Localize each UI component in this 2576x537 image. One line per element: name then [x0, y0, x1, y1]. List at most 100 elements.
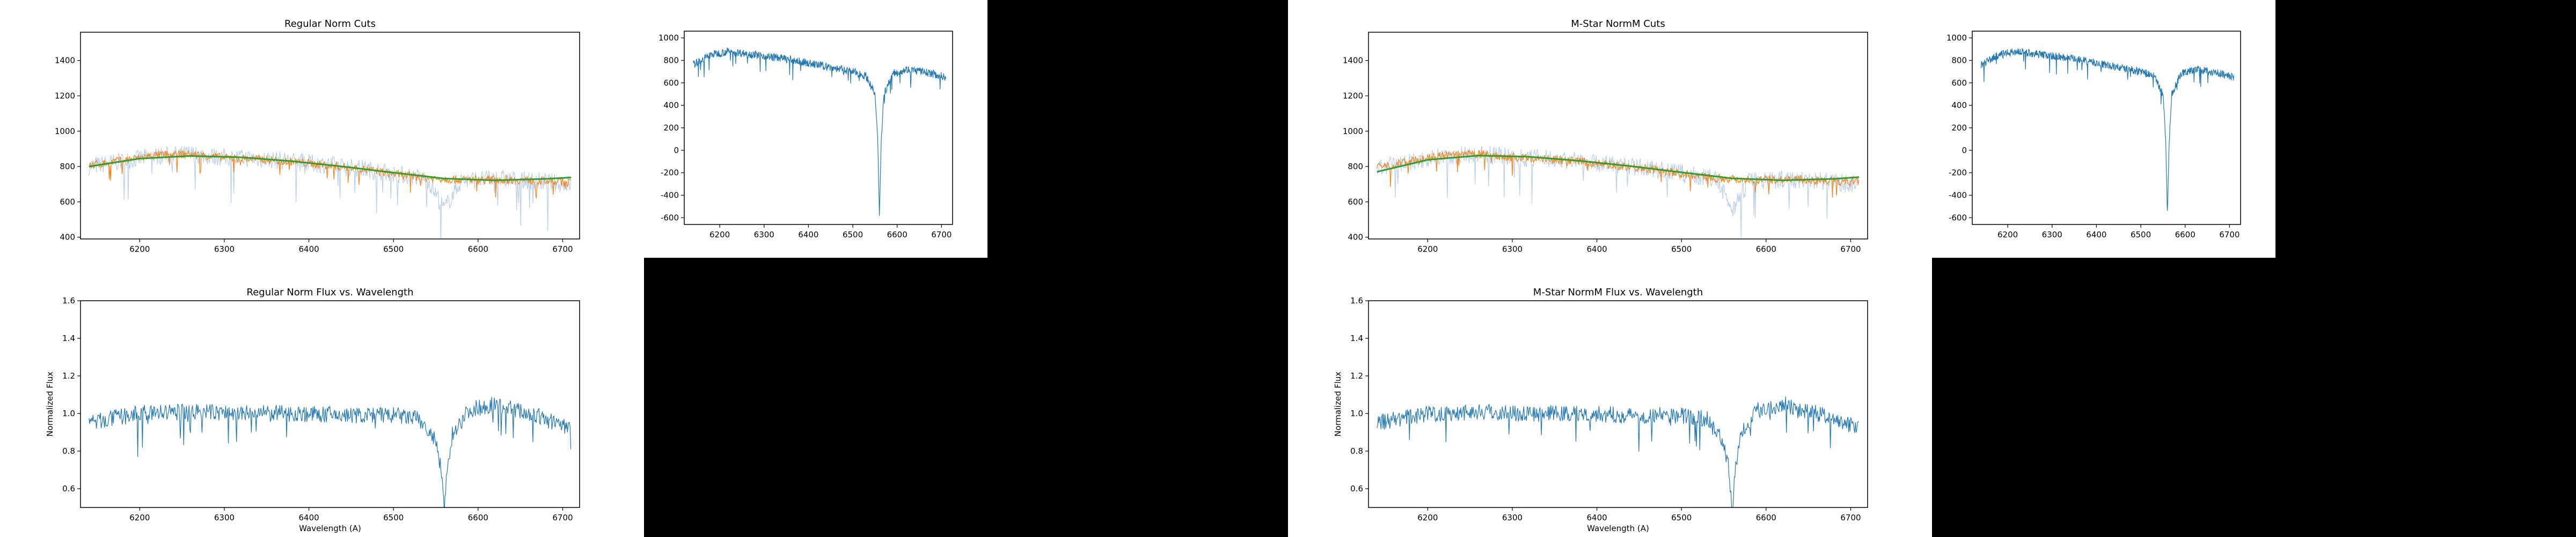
- y-tick-label: 1400: [1343, 56, 1363, 66]
- x-tick-label: 6300: [1502, 244, 1523, 254]
- y-tick-label: 400: [1951, 100, 1967, 110]
- x-tick-label: 6700: [1840, 513, 1861, 523]
- series-fit-line: [89, 155, 572, 182]
- right-figure-top: [1288, 0, 2275, 258]
- plot-area: [1980, 48, 2234, 211]
- x-tick-label: 6300: [1502, 513, 1523, 523]
- plot-area: [692, 47, 946, 216]
- y-tick-label: 1.6: [1350, 296, 1363, 306]
- y-tick-label: 200: [1951, 123, 1967, 133]
- series-spectrum-line: [89, 397, 572, 507]
- series-cut-line: [1377, 149, 1860, 198]
- y-tick-label: -200: [1949, 168, 1967, 178]
- x-tick-label: 6500: [843, 230, 863, 240]
- x-tick-label: 6600: [887, 230, 908, 240]
- x-tick-label: 6200: [1417, 244, 1438, 254]
- y-tick-label: -400: [1949, 191, 1967, 200]
- chart-title: M-Star NormM Cuts: [1571, 18, 1665, 30]
- axes-frame: [1368, 300, 1868, 508]
- y-tick-label: 600: [60, 197, 75, 207]
- x-tick-label: 6400: [298, 244, 319, 254]
- y-tick-label: 1000: [1343, 126, 1363, 136]
- axes-frame: [1972, 31, 2241, 225]
- regular-norm-flux-chart: 6200 6300 6400 6500 6600 6700 0.6 0.8 1.0 1.2 1.4 1…: [45, 287, 580, 533]
- y-tick-label: 1.4: [62, 333, 75, 343]
- y-tick-label: 1400: [55, 56, 75, 66]
- y-tick-label: 1.6: [62, 296, 75, 306]
- series-spectrum-line: [692, 47, 946, 216]
- chart-title: Regular Norm Cuts: [284, 18, 376, 30]
- x-tick-label: 6700: [552, 513, 573, 523]
- y-tick-label: -400: [661, 191, 679, 200]
- x-tick-label: 6400: [1586, 244, 1607, 254]
- plot-area: [1377, 146, 1860, 238]
- x-tick-label: 6400: [1586, 513, 1607, 523]
- right-figure-bottom: [1288, 258, 1932, 537]
- plot-area: [89, 397, 572, 507]
- x-tick-label: 6600: [1756, 244, 1776, 254]
- y-tick-label: -600: [1949, 213, 1967, 222]
- y-tick-label: 600: [1348, 197, 1363, 207]
- x-tick-label: 6500: [2131, 230, 2151, 240]
- y-tick-label: 0.8: [62, 446, 75, 456]
- series-raw-line: [1377, 146, 1860, 238]
- y-tick-label: 1000: [658, 33, 679, 43]
- y-tick-label: 400: [60, 233, 75, 242]
- x-tick-label: 6200: [709, 230, 730, 240]
- y-tick-label: 600: [663, 78, 679, 88]
- x-tick-label: 6400: [2086, 230, 2106, 240]
- x-tick-label: 6700: [931, 230, 952, 240]
- y-tick-label: 800: [663, 55, 679, 65]
- y-tick-label: 400: [1348, 233, 1363, 242]
- y-tick-label: 1.0: [62, 409, 75, 418]
- x-tick-label: 6500: [1671, 513, 1692, 523]
- left-figure-bottom: [0, 258, 644, 537]
- y-tick-label: 1000: [1946, 33, 1967, 43]
- x-tick-label: 6200: [129, 513, 150, 523]
- x-tick-label: 6700: [2219, 230, 2240, 240]
- plot-area: [89, 146, 572, 239]
- x-tick-label: 6400: [298, 513, 319, 523]
- y-tick-label: -200: [661, 168, 679, 178]
- x-tick-label: 6600: [1756, 513, 1776, 523]
- mstar-norm-cuts-chart: 6200 6300 6400 6500 6600 6700 400 600 800 1000 120…: [1343, 18, 1868, 254]
- x-tick-label: 6600: [2175, 230, 2196, 240]
- y-axis-label: Normalized Flux: [1333, 372, 1343, 437]
- y-tick-label: 1200: [55, 91, 75, 100]
- y-tick-label: 1000: [55, 126, 75, 136]
- x-axis-label: Wavelength (A): [299, 524, 361, 533]
- x-tick-label: 6300: [214, 244, 235, 254]
- series-spectrum-line: [1377, 396, 1860, 507]
- x-axis-label: Wavelength (A): [1587, 524, 1649, 533]
- axes-frame: [1368, 32, 1868, 240]
- y-tick-label: 800: [60, 162, 75, 171]
- x-tick-label: 6300: [754, 230, 774, 240]
- y-tick-label: 200: [663, 123, 679, 133]
- x-tick-label: 6300: [2042, 230, 2062, 240]
- y-tick-label: 0: [1962, 146, 1967, 155]
- left-figure-top: [0, 0, 987, 258]
- y-tick-label: 0.8: [1350, 446, 1363, 456]
- x-tick-label: 6200: [129, 244, 150, 254]
- series-cut-line: [89, 150, 571, 199]
- y-tick-label: 1.2: [1350, 371, 1363, 381]
- y-tick-label: 600: [1951, 78, 1967, 88]
- y-tick-label: 0.6: [62, 484, 75, 494]
- x-tick-label: 6600: [468, 244, 488, 254]
- x-tick-label: 6500: [383, 244, 404, 254]
- y-tick-label: 800: [1348, 162, 1363, 171]
- mstar-spectrum-chart: 6200 6300 6400 6500 6600 6700 -600 -400 -200 0 200…: [1946, 31, 2241, 240]
- x-tick-label: 6200: [1417, 513, 1438, 523]
- x-tick-label: 6500: [383, 513, 404, 523]
- x-tick-label: 6700: [1840, 244, 1861, 254]
- mstar-norm-flux-chart: 6200 6300 6400 6500 6600 6700 0.6 0.8 1.0 1.2 1.4 1…: [1333, 287, 1868, 533]
- chart-title: Regular Norm Flux vs. Wavelength: [247, 287, 414, 298]
- y-tick-label: 1200: [1343, 91, 1363, 100]
- y-tick-label: 0.6: [1350, 484, 1363, 494]
- x-tick-label: 6500: [1671, 244, 1692, 254]
- y-tick-label: 800: [1951, 55, 1967, 65]
- axes-frame: [80, 32, 580, 240]
- axes-frame: [684, 31, 953, 225]
- chart-title: M-Star NormM Flux vs. Wavelength: [1533, 287, 1703, 298]
- x-tick-label: 6300: [214, 513, 235, 523]
